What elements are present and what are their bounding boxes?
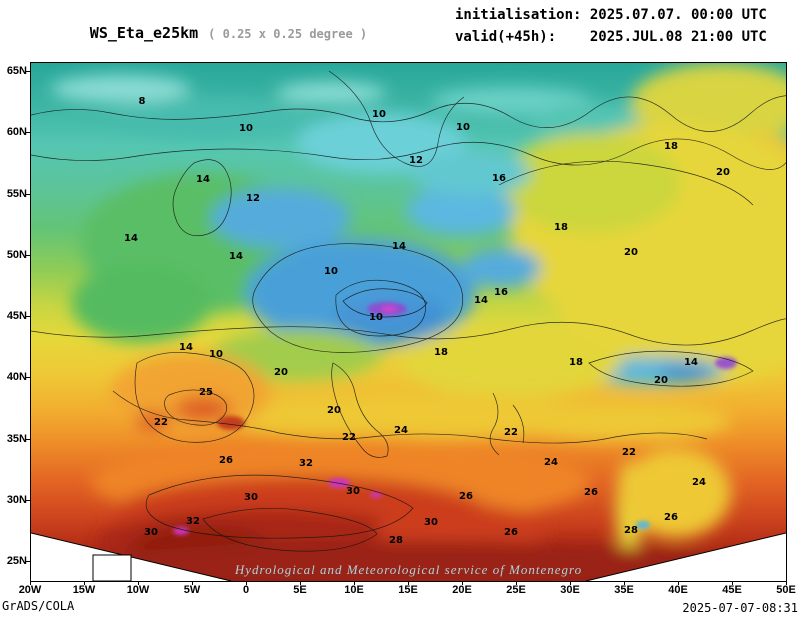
x-axis-tick-label: 30E xyxy=(560,584,580,596)
x-axis-tick-label: 0 xyxy=(242,584,250,596)
y-axis-tick-label: 25N xyxy=(6,555,27,567)
projection-corner-mask xyxy=(31,532,786,581)
map-frame: 8 10 10 10 12 14 12 16 18 20 14 14 10 14 18 20 16 14 10 14 1… xyxy=(30,62,787,582)
model-name: WS_Eta_e25km xyxy=(89,24,199,42)
valid-time: valid(+45h): 2025.JUL.08 21:00 UTC xyxy=(455,29,767,45)
initialisation-time: initialisation: 2025.07.07. 00:00 UTC xyxy=(455,7,767,23)
x-axis-tick-label: 5W xyxy=(183,584,201,596)
canary-inset-box xyxy=(92,554,132,581)
x-axis-tick-label: 20W xyxy=(18,584,42,596)
watermark: Hydrological and Meteorological service … xyxy=(234,562,583,577)
temperature-field-map xyxy=(31,63,786,581)
contour-lines xyxy=(31,70,786,552)
x-axis-tick-label: 5E xyxy=(293,584,307,596)
x-axis-tick-label: 10E xyxy=(344,584,364,596)
grads-credit: GrADS/COLA xyxy=(2,599,75,613)
y-axis-tick-label: 30N xyxy=(6,493,27,506)
y-axis-tick-label: 65N xyxy=(6,65,27,77)
y-axis-tick-label: 50N xyxy=(6,248,27,261)
x-axis-tick-label: 10W xyxy=(126,584,150,596)
y-axis-tick-label: 40N xyxy=(6,371,27,384)
y-axis-tick-label: 45N xyxy=(6,310,27,322)
x-axis-tick-label: 25E xyxy=(506,584,526,596)
header-right: initialisation: 2025.07.07. 00:00 UTC va… xyxy=(455,4,767,48)
x-axis-tick-label: 45E xyxy=(722,584,742,596)
y-axis-tick-label: 60N xyxy=(6,126,27,139)
x-axis-tick-label: 15E xyxy=(398,584,418,596)
grid-resolution: ( 0.25 x 0.25 degree ) xyxy=(208,27,368,41)
y-axis-tick-label: 35N xyxy=(6,432,27,445)
creation-timestamp: 2025-07-07-08:31 xyxy=(682,601,798,615)
y-axis-tick-label: 55N xyxy=(6,187,27,200)
x-axis-tick-label: 35E xyxy=(614,584,634,596)
x-axis-tick-label: 15W xyxy=(72,584,96,596)
x-axis-tick-label: 20E xyxy=(452,584,472,596)
x-axis-tick-label: 40E xyxy=(668,584,688,596)
x-axis-tick-label: 50E xyxy=(776,584,796,596)
